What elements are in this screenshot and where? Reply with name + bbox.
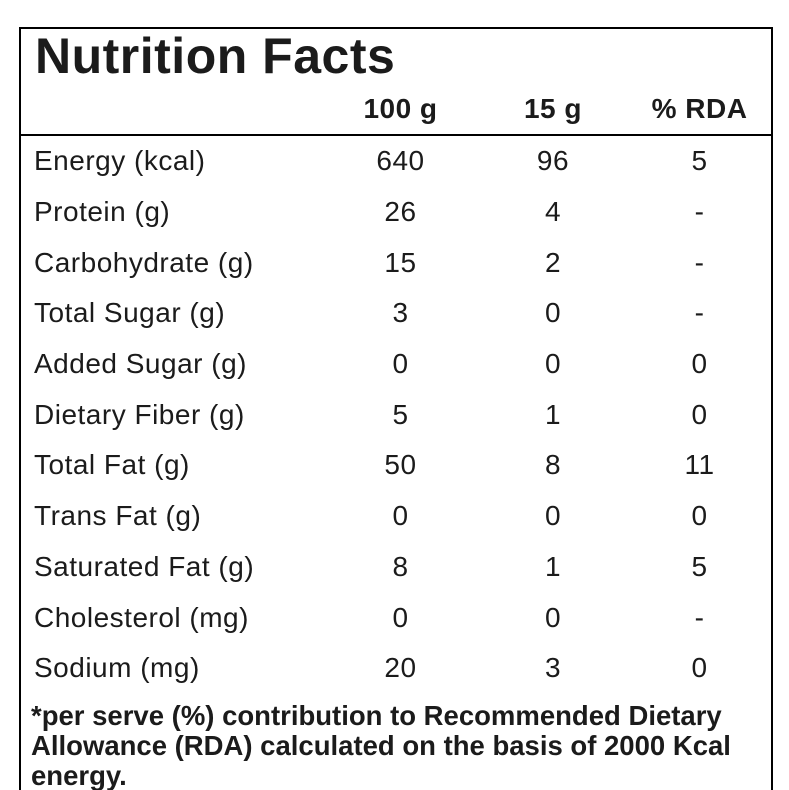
col-header-15g: 15 g bbox=[478, 84, 628, 136]
value-rda: 0 bbox=[691, 398, 708, 430]
table-row: Energy (kcal) 640 96 5 bbox=[20, 135, 772, 187]
nutrient-label: Total Fat (g) bbox=[34, 449, 190, 481]
value-rda: - bbox=[694, 246, 705, 278]
value-per-100g: 0 bbox=[392, 601, 409, 633]
value-rda: - bbox=[694, 297, 705, 329]
nutrient-label: Added Sugar (g) bbox=[34, 348, 247, 380]
table-row: Sodium (mg) 20 3 0 bbox=[20, 643, 772, 694]
table-row: Carbohydrate (g) 15 2 - bbox=[20, 237, 772, 288]
value-per-15g: 2 bbox=[544, 246, 562, 278]
value-rda: 5 bbox=[691, 145, 708, 177]
value-rda: 11 bbox=[684, 449, 715, 481]
value-per-15g: 8 bbox=[544, 449, 562, 481]
header-empty-cell bbox=[20, 84, 323, 136]
nutrient-label: Energy (kcal) bbox=[34, 145, 206, 177]
value-per-100g: 3 bbox=[392, 297, 409, 329]
nutrient-label: Trans Fat (g) bbox=[34, 500, 202, 532]
table-row: Total Fat (g) 50 8 11 bbox=[20, 440, 772, 491]
nutrient-label: Protein (g) bbox=[34, 196, 171, 228]
value-per-100g: 0 bbox=[392, 348, 409, 380]
col-header-100g: 100 g bbox=[323, 84, 478, 136]
table-row: Dietary Fiber (g) 5 1 0 bbox=[20, 389, 772, 440]
value-rda: - bbox=[694, 196, 705, 228]
footnote: *per serve (%) contribution to Recommend… bbox=[31, 699, 731, 790]
nutrient-label: Cholesterol (mg) bbox=[34, 601, 249, 633]
nutrient-label: Saturated Fat (g) bbox=[34, 550, 255, 582]
value-per-15g: 1 bbox=[544, 550, 562, 582]
value-per-15g: 1 bbox=[544, 398, 562, 430]
value-per-15g: 0 bbox=[544, 348, 562, 380]
table-row: Total Sugar (g) 3 0 - bbox=[20, 288, 772, 339]
table-title: Nutrition Facts bbox=[35, 27, 396, 84]
header-row: 100 g 15 g % RDA bbox=[20, 84, 773, 136]
value-per-100g: 0 bbox=[392, 500, 409, 532]
value-rda: 0 bbox=[691, 348, 708, 380]
value-per-100g: 26 bbox=[384, 196, 417, 228]
value-per-100g: 15 bbox=[384, 246, 417, 278]
table-row: Added Sugar (g) 0 0 0 bbox=[20, 339, 772, 390]
table-row: Protein (g) 26 4 - bbox=[20, 187, 772, 238]
value-rda: 0 bbox=[691, 652, 708, 684]
nutrient-label: Dietary Fiber (g) bbox=[34, 398, 245, 430]
title-row: Nutrition Facts bbox=[20, 28, 772, 84]
value-per-100g: 640 bbox=[376, 145, 425, 177]
table-row: Trans Fat (g) 0 0 0 bbox=[20, 491, 772, 542]
value-rda: 5 bbox=[691, 550, 708, 582]
nutrient-label: Total Sugar (g) bbox=[34, 297, 226, 329]
col-header-rda: % RDA bbox=[628, 84, 773, 136]
value-rda: - bbox=[694, 601, 705, 633]
value-rda: 0 bbox=[691, 500, 708, 532]
nutrition-table: Nutrition Facts 100 g 15 g % RDA Energy … bbox=[19, 27, 774, 790]
value-per-100g: 5 bbox=[392, 398, 409, 430]
nutrient-label: Carbohydrate (g) bbox=[34, 246, 254, 278]
value-per-15g: 0 bbox=[544, 297, 562, 329]
value-per-15g: 0 bbox=[544, 601, 562, 633]
value-per-15g: 96 bbox=[536, 145, 570, 177]
value-per-15g: 4 bbox=[544, 196, 562, 228]
value-per-100g: 20 bbox=[384, 652, 417, 684]
table-row: Saturated Fat (g) 8 1 5 bbox=[20, 542, 772, 593]
table-row: Cholesterol (mg) 0 0 - bbox=[20, 592, 772, 643]
nutrient-label: Sodium (mg) bbox=[34, 652, 200, 684]
footnote-row: *per serve (%) contribution to Recommend… bbox=[20, 694, 772, 790]
value-per-100g: 50 bbox=[384, 449, 417, 481]
value-per-15g: 0 bbox=[544, 500, 562, 532]
value-per-15g: 3 bbox=[544, 652, 562, 684]
value-per-100g: 8 bbox=[392, 550, 409, 582]
